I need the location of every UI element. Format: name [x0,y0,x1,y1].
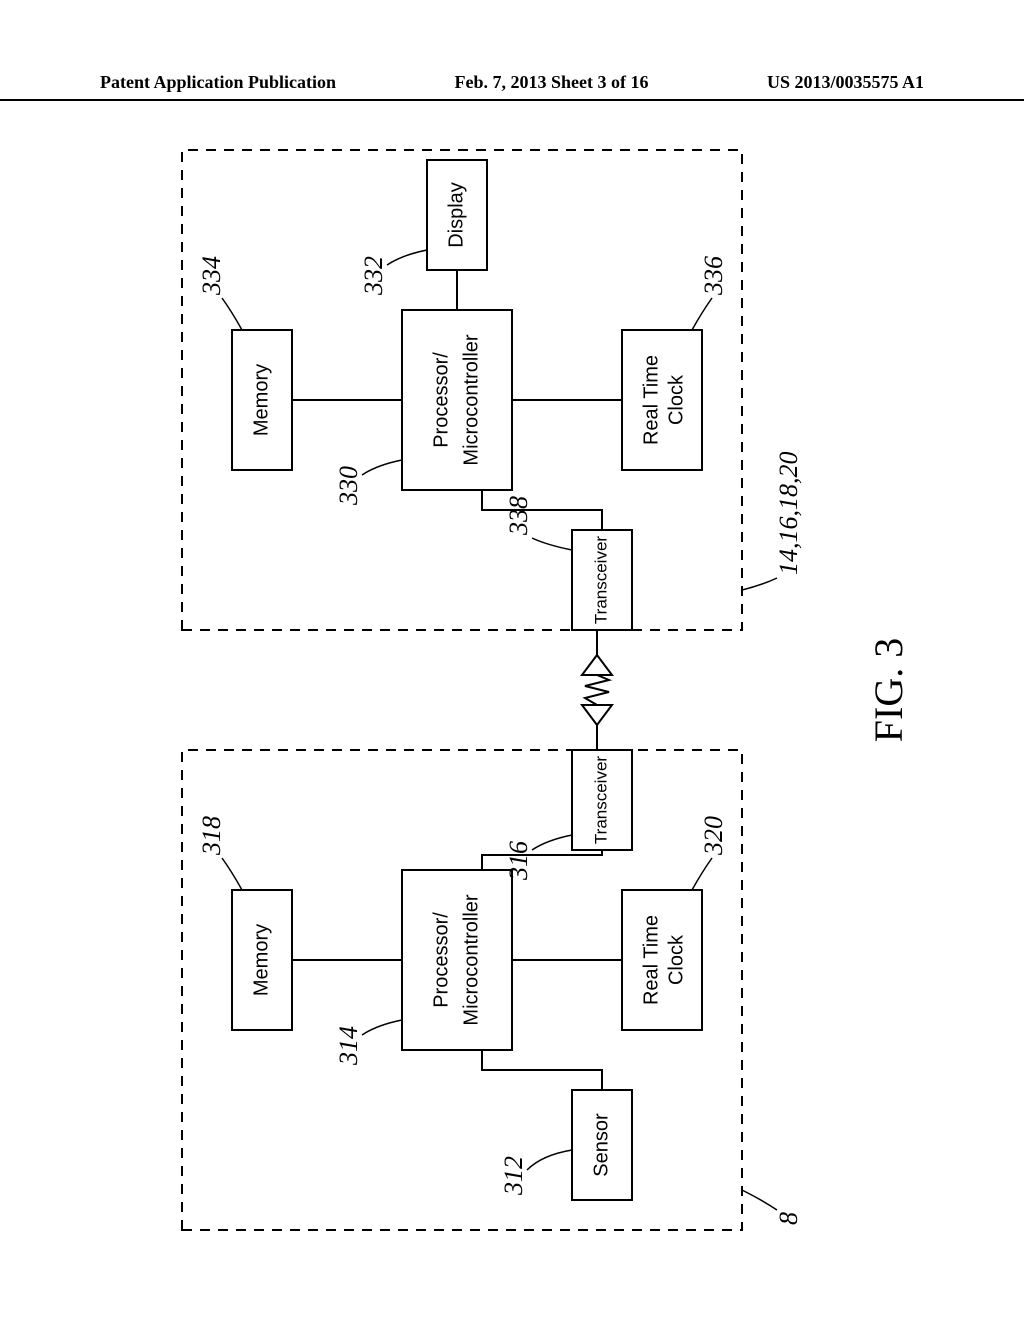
header-right: US 2013/0035575 A1 [767,72,924,93]
label-proc14-l2: Microcontroller [460,334,482,465]
wire-sensor-proc8 [482,1050,602,1090]
wire-xcvr8-proc8 [482,850,602,870]
ref-316: 316 [504,841,533,881]
rf-zigzag-icon [585,675,609,705]
block-mem8: Memory [232,890,292,1030]
ref-314: 314 [334,1026,363,1066]
label-rtc14-l1: Real Time [640,355,662,445]
leader-320 [692,858,712,890]
block-rtc8: Real Time Clock [622,890,702,1030]
ref-8: 8 [774,1212,803,1225]
diagram-svg: Sensor 312 Processor/ Microcontroller 31… [0,140,1024,1240]
ref-336: 336 [699,256,728,296]
leader-312 [527,1150,572,1170]
ref-330: 330 [334,466,363,506]
label-proc14-l1: Processor/ [430,352,452,448]
block-rtc14: Real Time Clock [622,330,702,470]
label-rtc14-l2: Clock [665,374,687,425]
block-xcvr14: Transceiver [572,530,632,630]
leader-14 [742,578,777,590]
label-proc8-l1: Processor/ [430,912,452,1008]
block-xcvr8: Transceiver [572,750,632,850]
label-mem8: Memory [250,924,272,996]
unit-14: Transceiver 338 Processor/ Microcontroll… [182,150,803,630]
block-proc8: Processor/ Microcontroller [402,870,512,1050]
ref-320: 320 [699,816,728,856]
label-xcvr14: Transceiver [591,536,610,625]
ref-332: 332 [359,256,388,296]
ref-318: 318 [197,816,226,856]
leader-8 [742,1190,777,1210]
leader-318 [222,858,242,890]
leader-338 [532,538,572,550]
header-center: Feb. 7, 2013 Sheet 3 of 16 [455,72,649,93]
unit-8: Sensor 312 Processor/ Microcontroller 31… [182,750,803,1230]
figure-caption: FIG. 3 [866,638,911,742]
ref-14: 14,16,18,20 [774,452,803,576]
label-mem14: Memory [250,364,272,436]
antenna-icon-right [582,655,612,675]
leader-334 [222,298,242,330]
patent-header: Patent Application Publication Feb. 7, 2… [0,72,1024,101]
block-mem14: Memory [232,330,292,470]
label-display: Display [445,182,467,248]
ref-338: 338 [504,496,533,536]
leader-336 [692,298,712,330]
block-sensor: Sensor [572,1090,632,1200]
label-rtc8-l1: Real Time [640,915,662,1005]
leader-314 [362,1020,402,1035]
label-proc8-l2: Microcontroller [460,894,482,1025]
block-display: Display [427,160,487,270]
label-sensor: Sensor [590,1113,612,1177]
antenna-icon-left [582,705,612,725]
leader-332 [387,250,427,265]
ref-334: 334 [197,256,226,296]
ref-312: 312 [499,1156,528,1196]
figure-area: Sensor 312 Processor/ Microcontroller 31… [0,140,1024,1240]
block-proc14: Processor/ Microcontroller [402,310,512,490]
rf-link [582,630,612,750]
header-left: Patent Application Publication [100,72,336,93]
wire-xcvr14-proc14 [482,490,602,530]
leader-316 [532,835,572,850]
label-rtc8-l2: Clock [665,934,687,985]
label-xcvr8: Transceiver [591,756,610,845]
leader-330 [362,460,402,475]
